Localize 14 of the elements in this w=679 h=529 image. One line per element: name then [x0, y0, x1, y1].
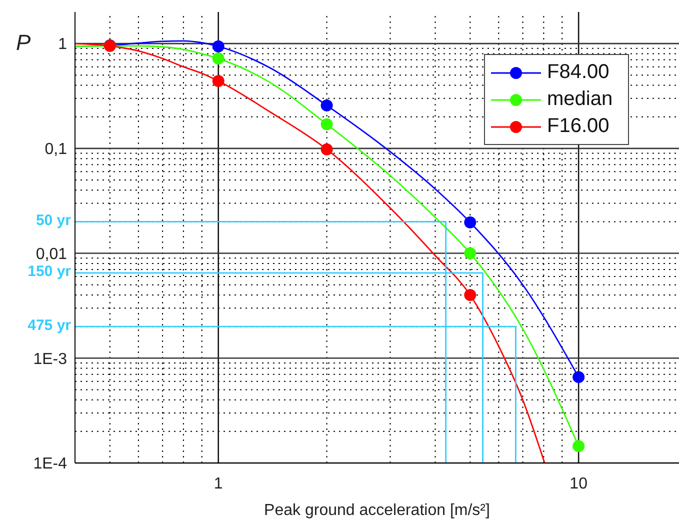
x-tick-label: 10 — [570, 475, 588, 492]
y-tick-label: 1E-4 — [33, 456, 68, 473]
y-axis-title: P — [16, 30, 31, 56]
y-tick-label: 0,01 — [36, 246, 68, 263]
series-label: 50 yr — [36, 212, 71, 229]
y-tick-label: 0,1 — [44, 141, 68, 158]
series-label: 150 yr — [28, 262, 71, 280]
x-axis-title: Peak ground acceleration [m/s²] — [263, 501, 491, 521]
y-tick-label: 1 — [58, 36, 68, 54]
legend-label: F16.00 — [547, 115, 610, 138]
legend-label: median — [547, 88, 613, 111]
y-tick-label: 1E-3 — [33, 350, 68, 368]
series-label: 475 yr — [28, 316, 71, 334]
legend-label: F84.00 — [547, 61, 610, 84]
